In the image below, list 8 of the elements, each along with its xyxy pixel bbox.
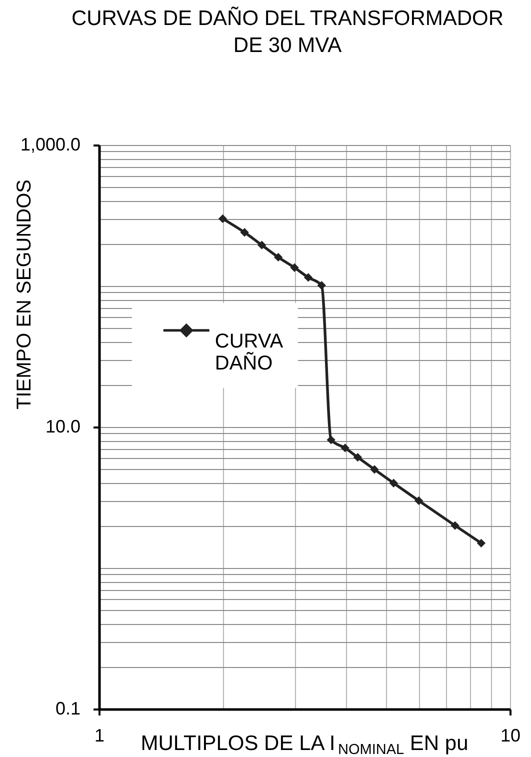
- x-tick-label: 10: [500, 726, 521, 746]
- chart-title: CURVAS DE DAÑO DEL TRANSFORMADOR DE 30 MVA: [71, 6, 504, 57]
- y-tick-label: 1,000.0: [20, 134, 80, 154]
- legend-label: CURVA DAÑO: [214, 330, 284, 374]
- y-axis-title: TIEMPO EN SEGUNDOS: [14, 179, 36, 410]
- x-tick-label: 1: [94, 726, 105, 746]
- y-tick-label: 0.1: [55, 698, 80, 718]
- y-tick-label: 10.0: [45, 416, 80, 436]
